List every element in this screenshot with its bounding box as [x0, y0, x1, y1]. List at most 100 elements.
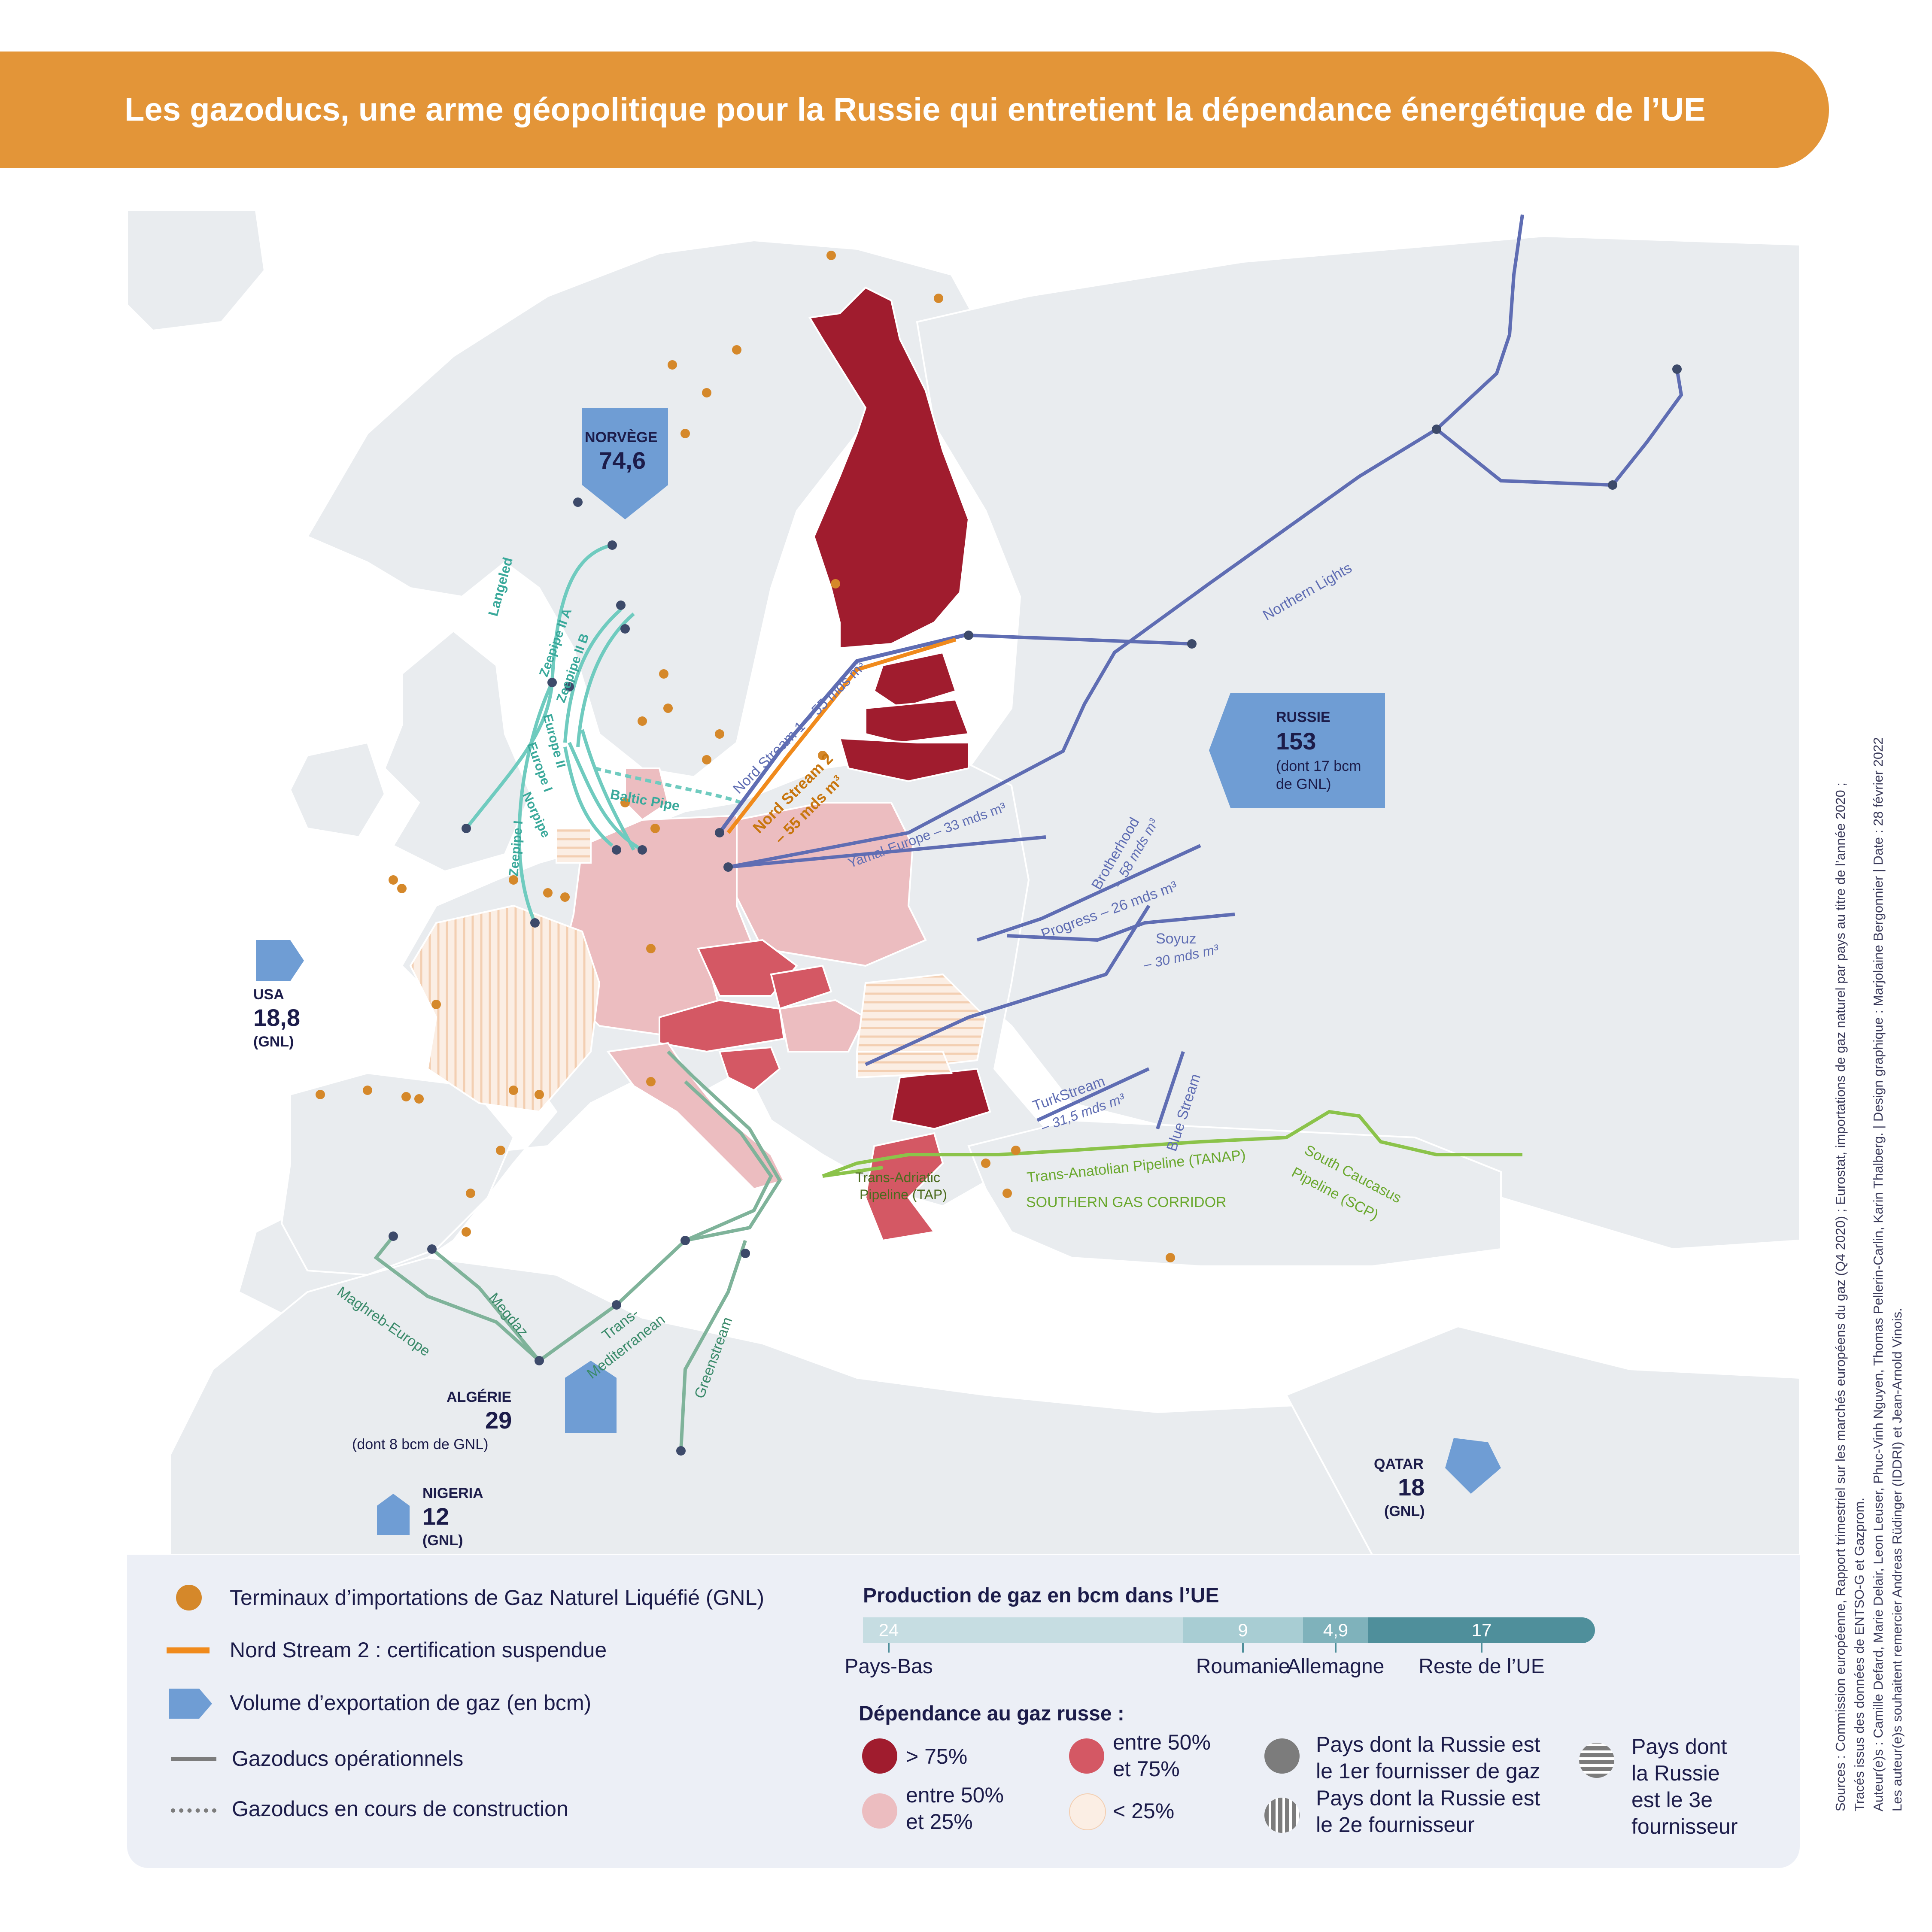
- lng-terminal: [646, 1077, 656, 1086]
- production-bar-value: 17: [1471, 1620, 1492, 1640]
- north-africa-land: [169, 1256, 1588, 1555]
- pipeline-medgaz: [431, 1247, 541, 1362]
- legend-dep-50-75-label-b: et 75%: [1113, 1757, 1180, 1781]
- pipeline-transmed: [538, 1050, 782, 1362]
- legend-dep-50-75-label-a: entre 50%: [1113, 1730, 1211, 1754]
- ireland-land: [289, 741, 386, 838]
- pipeline-northern-lights: [728, 214, 1524, 869]
- country-hungary: [778, 999, 867, 1052]
- russian-pipelines: [728, 214, 1683, 1130]
- legend-dep-25-50-swatch: [862, 1793, 897, 1829]
- norwegian-pipelines: [465, 543, 742, 924]
- node: [1432, 425, 1441, 434]
- lng-terminal: [934, 294, 943, 303]
- pipeline-norpipe: [580, 729, 635, 851]
- legend-third-supplier-c: est le 3e: [1631, 1788, 1713, 1812]
- production-title: Production de gaz en bcm dans l’UE: [863, 1584, 1219, 1607]
- lng-terminal: [401, 1092, 411, 1101]
- lng-terminal: [462, 1227, 471, 1237]
- sources-line-4: Les auteur(e)s souhaitent remercier Andr…: [1889, 1308, 1905, 1811]
- pipeline-tap: [822, 1166, 883, 1178]
- country-bulgaria: [890, 1068, 991, 1130]
- lng-terminal: [535, 1090, 544, 1099]
- node: [741, 1249, 750, 1258]
- production-tick: [888, 1643, 890, 1653]
- qatar-note: (GNL): [1384, 1503, 1425, 1520]
- production-bar-segment: [863, 1617, 1183, 1643]
- node: [565, 682, 574, 692]
- norway-value: 74,6: [599, 447, 646, 474]
- qatar-name: QATAR: [1374, 1456, 1424, 1472]
- pipeline-maghreb-europe: [374, 1235, 541, 1362]
- legend-dep-gt75-swatch: [862, 1738, 897, 1774]
- african-pipelines: [374, 1050, 782, 1451]
- country-lithuania: [838, 737, 969, 783]
- production-bar-label: Allemagne: [1287, 1655, 1385, 1678]
- node: [676, 1446, 686, 1456]
- lng-terminals: [316, 251, 1175, 1262]
- legend-dep-lt25-swatch: [1069, 1793, 1106, 1830]
- scandinavia-land: [306, 239, 978, 778]
- pipeline-greenstream: [679, 1240, 747, 1451]
- pipeline-zeepipe-iia: [563, 608, 622, 743]
- lng-terminal: [702, 388, 711, 397]
- legend-ns2-swatch: [167, 1647, 210, 1653]
- legend-third-supplier-d: fournisseur: [1631, 1814, 1738, 1838]
- legend-third-supplier-swatch: [1579, 1743, 1614, 1778]
- usa-value: 18,8: [253, 1004, 300, 1031]
- lng-terminal: [668, 360, 677, 370]
- sources-line-1: Sources : Commission européenne, Rapport…: [1833, 783, 1848, 1811]
- lng-terminal: [702, 755, 711, 764]
- pipeline-europe-i: [563, 746, 614, 847]
- production-tick: [1334, 1643, 1337, 1653]
- qatar-value: 18: [1398, 1474, 1425, 1501]
- lng-terminal: [680, 429, 690, 438]
- usa-arrow: [256, 940, 304, 981]
- pipeline-progress: [976, 844, 1201, 942]
- sources-line-2: Tracés issus des données de ENTSO-G et G…: [1852, 1497, 1867, 1811]
- lng-terminal: [663, 704, 673, 713]
- legend-third-supplier-a: Pays dont: [1631, 1735, 1727, 1759]
- node: [723, 862, 733, 872]
- lng-terminal: [715, 729, 724, 739]
- node: [612, 845, 621, 855]
- sources-note: Sources : Commission européenne, Rapport…: [1831, 737, 1907, 1811]
- node: [1187, 639, 1197, 649]
- russia-note-2: de GNL): [1276, 776, 1331, 792]
- legend-dep-50-75-swatch: [1069, 1738, 1104, 1774]
- usa-name: USA: [253, 986, 284, 1003]
- label-sgc: SOUTHERN GAS CORRIDOR: [1026, 1194, 1227, 1210]
- pipeline-transmed-2: [684, 1080, 773, 1242]
- lng-terminal: [1011, 1146, 1021, 1155]
- lng-terminal: [650, 824, 660, 833]
- legend-construction-swatch: [171, 1808, 216, 1817]
- page-title: Les gazoducs, une arme géopolitique pour…: [125, 91, 1706, 128]
- usa-note: (GNL): [253, 1034, 294, 1050]
- lng-terminal: [397, 884, 407, 893]
- lng-terminal: [659, 669, 668, 679]
- algeria-arrow: [565, 1361, 617, 1433]
- nigeria-note: (GNL): [422, 1532, 463, 1549]
- production-tick: [1242, 1643, 1244, 1653]
- pipeline-yamal: [728, 835, 1046, 869]
- lng-terminal: [1002, 1189, 1012, 1198]
- pipeline-brotherhood: [865, 904, 1151, 1066]
- exporter-arrows: [256, 408, 1501, 1535]
- lng-terminal: [831, 579, 840, 588]
- algeria-name: ALGÉRIE: [447, 1389, 512, 1405]
- pipeline-tanap-scp: [822, 1110, 1522, 1178]
- legend-operational-label: Gazoducs opérationnels: [232, 1747, 464, 1771]
- lng-terminal: [826, 251, 836, 260]
- norway-name: NORVÈGE: [585, 429, 658, 446]
- legend-export-label: Volume d’exportation de gaz (en bcm): [230, 1691, 592, 1715]
- dependence-title: Dépendance au gaz russe :: [859, 1702, 1124, 1725]
- algeria-value: 29: [485, 1407, 512, 1434]
- sources-line-3: Auteur(e)s : Camille Defard, Marie Delai…: [1871, 737, 1886, 1811]
- country-estonia: [873, 651, 957, 710]
- legend-dep-25-50-label-a: entre 50%: [906, 1783, 1004, 1807]
- legend-export-swatch: [169, 1689, 212, 1719]
- lng-terminal: [620, 798, 630, 807]
- production-bar-value: 24: [878, 1620, 899, 1640]
- legend-first-supplier-b: le 1er fournisser de gaz: [1316, 1759, 1540, 1783]
- lng-terminal: [496, 1146, 505, 1155]
